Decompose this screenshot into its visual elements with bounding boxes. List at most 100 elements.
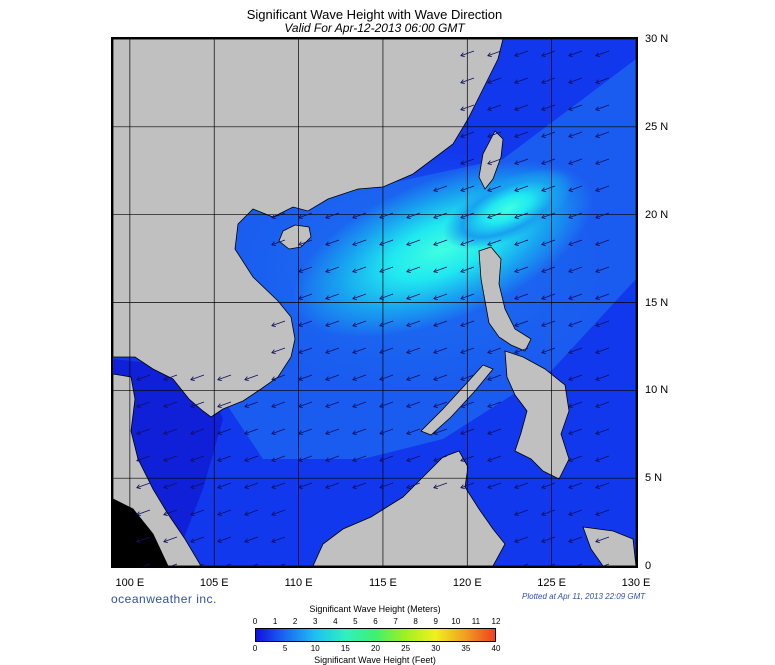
wave-arrow	[433, 374, 448, 381]
wave-arrow	[597, 563, 610, 566]
wave-arrow	[219, 563, 232, 566]
colorbar-feet-tick: 40	[491, 644, 501, 653]
wave-arrow	[298, 293, 313, 300]
wave-arrow	[595, 401, 610, 408]
colorbar-meter-tick: 10	[451, 617, 461, 626]
wave-arrow	[325, 293, 340, 300]
wave-arrow	[460, 401, 475, 408]
wave-arrow	[595, 509, 610, 516]
wave-arrow	[595, 482, 610, 489]
wave-arrow	[165, 563, 178, 566]
wave-arrow	[379, 239, 394, 246]
wave-arrow	[298, 374, 313, 381]
wave-arrow	[541, 131, 556, 138]
wave-arrow	[325, 401, 340, 408]
wave-arrow	[568, 401, 583, 408]
wave-arrow	[163, 455, 178, 462]
wave-arrow	[460, 482, 475, 489]
wave-arrow	[406, 347, 421, 354]
wave-arrow	[136, 536, 151, 543]
wave-arrow	[487, 131, 502, 138]
wave-arrow	[163, 428, 178, 435]
luzon-strait-high-waves	[443, 168, 573, 250]
wave-arrow	[379, 320, 394, 327]
wave-arrow	[487, 347, 502, 354]
wave-arrow	[595, 428, 610, 435]
wave-arrow	[217, 509, 232, 516]
wave-arrow	[433, 266, 448, 273]
wave-arrow	[271, 212, 286, 219]
wave-arrow	[487, 212, 502, 219]
wave-arrow	[460, 158, 475, 165]
colorbar-meter-tick: 11	[471, 617, 481, 626]
wave-arrow	[514, 77, 529, 84]
wave-arrow	[595, 239, 610, 246]
map-canvas	[113, 39, 636, 566]
wave-arrow	[514, 239, 529, 246]
wave-arrow	[568, 50, 583, 57]
colorbar-meter-tick: 0	[252, 617, 258, 626]
wave-arrow	[190, 374, 205, 381]
wave-arrow	[190, 536, 205, 543]
wave-arrow	[541, 320, 556, 327]
wave-arrow	[136, 509, 151, 516]
taiwan-island	[478, 130, 504, 190]
wave-arrow	[271, 509, 286, 516]
wave-arrow	[136, 401, 151, 408]
wave-arrow	[406, 320, 421, 327]
wave-arrow	[352, 374, 367, 381]
wave-arrow	[460, 320, 475, 327]
latitude-label: 10 N	[645, 384, 669, 397]
wave-arrow	[298, 239, 313, 246]
wave-arrow	[595, 212, 610, 219]
wave-arrow	[352, 293, 367, 300]
sulawesi-tip	[582, 526, 636, 566]
wave-arrow	[379, 401, 394, 408]
wave-arrow	[379, 266, 394, 273]
wave-arrow	[568, 158, 583, 165]
wave-arrow	[487, 428, 502, 435]
colorbar-meter-tick: 5	[353, 617, 358, 626]
colorbar-feet-tick: 15	[340, 644, 350, 653]
colorbar-feet-tick: 20	[371, 644, 380, 653]
wave-arrow	[190, 401, 205, 408]
wave-arrow	[352, 320, 367, 327]
land	[113, 39, 636, 566]
wave-arrow	[460, 455, 475, 462]
wave-arrow	[541, 212, 556, 219]
wave-arrow	[514, 158, 529, 165]
wave-arrow	[246, 563, 259, 566]
wave-arrow	[487, 374, 502, 381]
wave-arrow	[433, 320, 448, 327]
wave-arrow	[298, 455, 313, 462]
wave-arrow	[433, 293, 448, 300]
wave-arrow	[487, 185, 502, 192]
wave-arrow	[136, 428, 151, 435]
colorbar-meter-tick: 6	[373, 617, 378, 626]
wave-arrow	[325, 239, 340, 246]
wave-arrow	[298, 482, 313, 489]
wave-arrow	[595, 536, 610, 543]
wave-arrow	[379, 455, 394, 462]
wave-arrow	[273, 563, 286, 566]
wave-arrow	[568, 455, 583, 462]
wave-arrow	[406, 239, 421, 246]
wave-arrow	[271, 374, 286, 381]
wave-arrow	[568, 239, 583, 246]
wave-arrow	[516, 563, 529, 566]
wave-arrow	[595, 374, 610, 381]
wave-arrow	[543, 563, 556, 566]
wave-arrow	[352, 347, 367, 354]
wave-arrow	[352, 212, 367, 219]
wave-arrow	[406, 293, 421, 300]
wave-arrow	[271, 401, 286, 408]
wave-arrow	[541, 266, 556, 273]
colorbar-meter-tick: 12	[491, 617, 501, 626]
wave-arrow	[460, 266, 475, 273]
longitude-label: 120 E	[452, 577, 482, 589]
wave-arrow	[192, 563, 205, 566]
wave-arrow	[595, 347, 610, 354]
wave-arrow	[460, 104, 475, 111]
wave-arrow	[325, 320, 340, 327]
palawan-island	[420, 364, 494, 436]
